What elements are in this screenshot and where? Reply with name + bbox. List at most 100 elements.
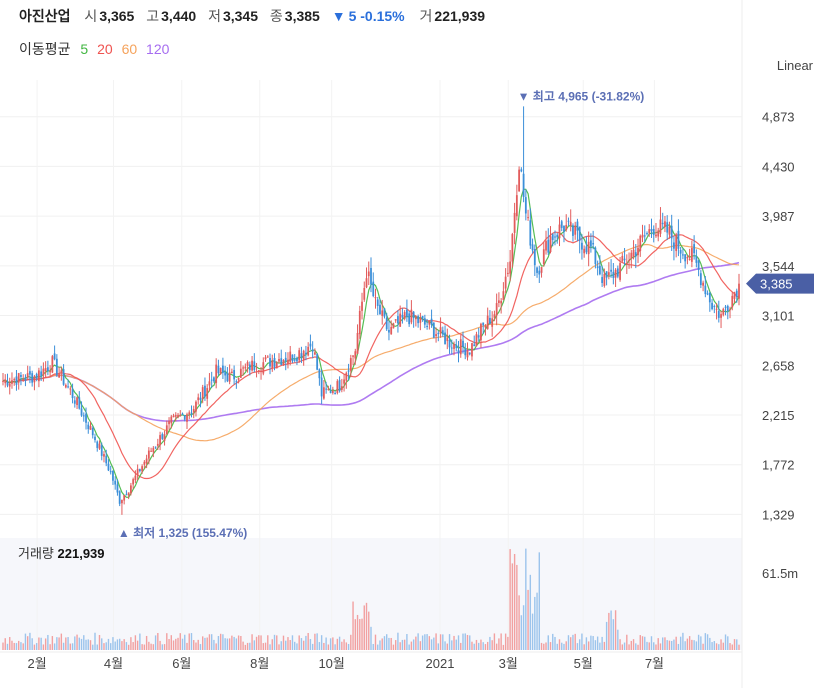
volume-bar — [628, 644, 630, 650]
volume-bar — [626, 634, 628, 650]
price-header: 아진산업 시 3,365 고 3,440 저 3,345 종 3,385 ▼ 5 -0.1… — [19, 6, 493, 26]
volume-bar — [722, 642, 724, 650]
y-tick-label: 3,987 — [762, 209, 795, 224]
volume-panel-label: 거래량 221,939 — [18, 543, 105, 562]
volume-bar — [114, 641, 116, 650]
volume-bar — [632, 639, 635, 650]
candle-body — [448, 339, 451, 348]
candle-body — [100, 445, 103, 456]
candle-body — [280, 358, 283, 365]
candle-body — [278, 359, 280, 362]
candle-body — [432, 322, 435, 338]
candle-body — [502, 291, 505, 301]
volume-bar — [92, 644, 94, 650]
volume-bar — [659, 643, 662, 650]
candle-body — [244, 366, 247, 369]
ma-60-label[interactable]: 60 — [121, 41, 138, 57]
candle-body — [491, 318, 494, 327]
volume-bar — [276, 635, 278, 650]
candle-body — [4, 379, 7, 384]
volume-bar — [363, 605, 365, 650]
candle-body — [121, 500, 123, 504]
candle-body — [648, 229, 651, 234]
candle-body — [38, 370, 40, 382]
candle-body — [239, 368, 242, 378]
volume-bar — [26, 636, 29, 650]
candle-body — [15, 376, 18, 385]
candle-body — [598, 265, 601, 275]
candle-body — [251, 360, 253, 371]
candle-body — [73, 400, 76, 404]
volume-bar — [298, 635, 300, 650]
volume-bar — [637, 644, 639, 650]
volume-bar — [341, 641, 343, 650]
candle-body — [576, 221, 579, 231]
ma-5-label[interactable]: 5 — [80, 41, 89, 57]
candle-body — [143, 461, 146, 465]
candle-body — [329, 391, 332, 393]
volume-bar — [278, 644, 280, 650]
candle-body — [657, 230, 660, 237]
volume-bar — [359, 619, 361, 650]
volume-bar — [673, 639, 675, 650]
volume-bar — [446, 643, 448, 650]
candle-body — [372, 281, 375, 297]
candle-body — [659, 219, 662, 234]
candle-body — [509, 261, 512, 274]
volume-bar — [552, 633, 554, 650]
volume-bar — [327, 644, 330, 650]
volume-bar — [504, 633, 507, 650]
ma-20-label[interactable]: 20 — [97, 41, 113, 57]
candle-body — [367, 271, 370, 277]
candle-body — [114, 480, 117, 485]
volume-bar — [614, 610, 617, 650]
candle-body — [354, 351, 357, 359]
volume-bar — [15, 643, 18, 650]
volume-bar — [394, 640, 397, 650]
candle-body — [592, 242, 595, 245]
candle-body — [334, 393, 336, 395]
volume-bar — [547, 635, 549, 650]
volume-bar — [139, 633, 141, 650]
volume-bar — [42, 644, 45, 650]
volume-bar — [141, 644, 143, 650]
scale-toggle[interactable]: Linear — [776, 58, 813, 73]
volume-bar — [430, 639, 433, 650]
volume-bar — [491, 640, 493, 650]
volume-bar — [653, 642, 655, 650]
volume-bar — [502, 644, 505, 650]
volume-bar — [610, 610, 612, 650]
y-tick-label: 2,658 — [762, 358, 795, 373]
candle-body — [547, 239, 550, 253]
volume-bar — [635, 643, 637, 650]
candle-body — [652, 228, 655, 235]
volume-bar — [365, 602, 368, 650]
candle-body — [161, 434, 164, 439]
volume-bar — [410, 641, 413, 650]
candle-body — [688, 258, 691, 260]
volume-bar — [237, 635, 240, 650]
candle-body — [107, 463, 110, 471]
volume-bar — [168, 639, 170, 650]
volume-bar — [285, 640, 287, 650]
volume-bar — [175, 638, 177, 650]
volume-bar — [469, 635, 471, 650]
volume-bar — [437, 643, 440, 650]
candle-body — [40, 371, 43, 377]
ma-120-label[interactable]: 120 — [146, 41, 170, 57]
candle-body — [248, 364, 251, 371]
candle-body — [610, 269, 612, 272]
candle-body — [134, 475, 137, 481]
candle-body — [85, 413, 87, 423]
volume-panel-value: 221,939 — [57, 546, 105, 561]
candle-body — [208, 381, 211, 386]
volume-bar — [267, 635, 269, 650]
candle-body — [482, 322, 485, 326]
volume-bar — [493, 633, 496, 650]
candle-body — [477, 335, 480, 338]
volume-bar — [412, 639, 415, 650]
candle-body — [284, 357, 287, 362]
candle-body — [587, 241, 590, 255]
volume-axis-label: 61.5m — [762, 566, 798, 581]
